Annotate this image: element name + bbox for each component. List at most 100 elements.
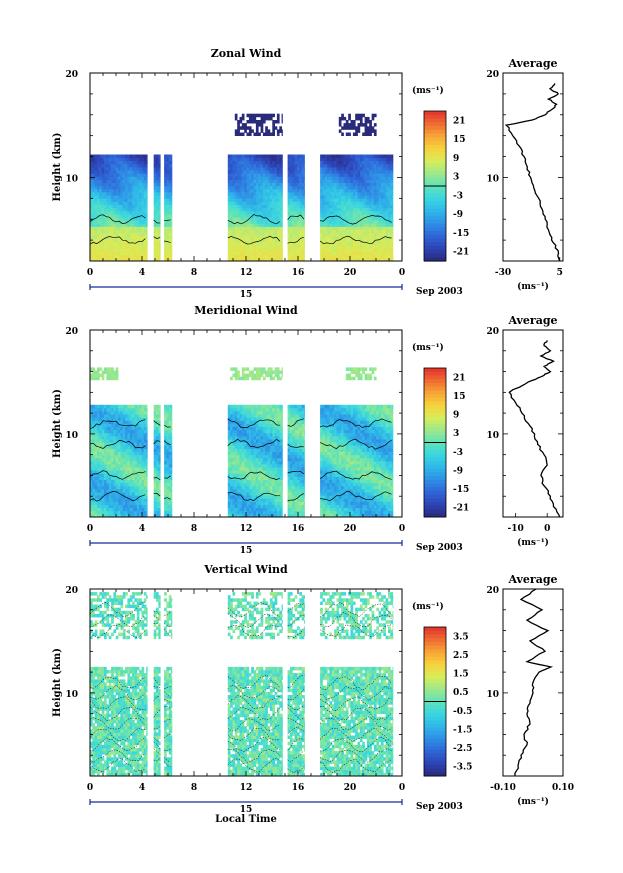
heatmap-cell bbox=[327, 198, 330, 202]
heatmap-cell bbox=[304, 167, 305, 171]
heatmap-cell bbox=[111, 167, 114, 171]
heatmap-cell bbox=[101, 185, 105, 190]
heatmap-cell bbox=[260, 245, 264, 249]
heatmap-cell bbox=[279, 198, 282, 202]
heatmap-cell bbox=[292, 257, 295, 262]
heatmap-cell bbox=[262, 185, 266, 190]
heatmap-cell bbox=[115, 445, 119, 449]
heatmap-cell bbox=[153, 210, 157, 215]
heatmap-cell bbox=[357, 201, 361, 205]
heatmap-cell bbox=[92, 510, 95, 515]
heatmap-cell bbox=[246, 248, 250, 252]
heatmap-cell bbox=[127, 245, 131, 249]
heatmap-cell bbox=[338, 207, 342, 212]
heatmap-cell bbox=[166, 188, 170, 193]
heatmap-cell bbox=[329, 226, 333, 230]
heatmap-cell bbox=[108, 470, 112, 474]
heatmap-cell bbox=[156, 251, 159, 256]
heatmap-cell bbox=[141, 257, 145, 262]
heatmap-cell bbox=[345, 126, 349, 130]
heatmap-cell bbox=[153, 429, 157, 434]
heatmap-cell bbox=[267, 198, 271, 202]
heatmap-cell bbox=[378, 251, 382, 256]
heatmap-cell bbox=[237, 239, 240, 243]
heatmap-cell bbox=[269, 257, 273, 262]
heatmap-cell bbox=[106, 195, 110, 199]
heatmap-cell bbox=[99, 167, 103, 171]
heatmap-cell bbox=[156, 423, 159, 427]
heatmap-cell bbox=[158, 411, 161, 415]
heatmap-cell bbox=[373, 210, 377, 215]
heatmap-cell bbox=[294, 254, 298, 259]
heatmap-cell bbox=[101, 454, 105, 459]
heatmap-cell bbox=[101, 404, 105, 409]
heatmap-cell bbox=[164, 257, 167, 262]
heatmap-cell bbox=[350, 254, 354, 259]
heatmap-cell bbox=[120, 504, 124, 508]
heatmap-cell bbox=[234, 195, 238, 199]
heatmap-cell bbox=[246, 220, 250, 224]
heatmap-cell bbox=[274, 201, 278, 205]
heatmap-cell bbox=[301, 192, 305, 196]
heatmap-cell bbox=[276, 214, 280, 218]
heatmap-cell bbox=[90, 210, 93, 215]
heatmap-cell bbox=[136, 245, 140, 249]
heatmap-cell bbox=[143, 429, 147, 434]
heatmap-cell bbox=[345, 176, 349, 180]
heatmap-cell bbox=[262, 154, 266, 158]
heatmap-cell bbox=[338, 214, 342, 218]
heatmap-cell bbox=[327, 188, 330, 193]
heatmap-cell bbox=[132, 510, 135, 515]
heatmap-cell bbox=[274, 126, 278, 130]
heatmap-cell bbox=[255, 204, 259, 209]
heatmap-cell bbox=[90, 192, 93, 196]
heatmap-cell bbox=[111, 492, 114, 496]
heatmap-cell bbox=[297, 210, 300, 215]
heatmap-cell bbox=[156, 470, 159, 474]
heatmap-cell bbox=[348, 167, 351, 171]
heatmap-cell bbox=[118, 467, 121, 471]
heatmap-cell bbox=[274, 204, 278, 209]
heatmap-cell bbox=[343, 251, 347, 256]
heatmap-cell bbox=[292, 157, 295, 162]
heatmap-cell bbox=[322, 235, 326, 240]
heatmap-cell bbox=[94, 170, 98, 174]
heatmap-cell bbox=[166, 404, 170, 409]
heatmap-cell bbox=[287, 226, 291, 230]
heatmap-cell bbox=[171, 239, 173, 243]
heatmap-cell bbox=[348, 179, 351, 183]
heatmap-cell bbox=[388, 157, 391, 162]
heatmap-cell bbox=[364, 185, 368, 190]
heatmap-cell bbox=[227, 454, 231, 459]
heatmap-cell bbox=[122, 467, 126, 471]
heatmap-cell bbox=[287, 201, 291, 205]
heatmap-cell bbox=[127, 464, 131, 468]
heatmap-cell bbox=[146, 254, 148, 259]
heatmap-cell bbox=[234, 445, 238, 449]
heatmap-cell bbox=[281, 176, 283, 180]
heatmap-cell bbox=[392, 176, 394, 180]
heatmap-cell bbox=[334, 176, 337, 180]
heatmap-cell bbox=[122, 163, 126, 168]
heatmap-cell bbox=[127, 426, 131, 431]
heatmap-cell bbox=[118, 507, 121, 512]
heatmap-cell bbox=[97, 510, 100, 515]
heatmap-cell bbox=[92, 154, 95, 158]
heatmap-cell bbox=[125, 489, 128, 493]
heatmap-cell bbox=[260, 251, 264, 256]
heatmap-cell bbox=[255, 185, 259, 190]
heatmap-cell bbox=[241, 201, 245, 205]
heatmap-cell bbox=[232, 198, 236, 202]
heatmap-cell bbox=[244, 251, 247, 256]
heatmap-cell bbox=[369, 157, 372, 162]
heatmap-cell bbox=[132, 179, 135, 183]
heatmap-cell bbox=[118, 489, 121, 493]
heatmap-cell bbox=[364, 204, 368, 209]
heatmap-cell bbox=[338, 170, 342, 174]
heatmap-cell bbox=[246, 257, 250, 262]
heatmap-cell bbox=[101, 426, 105, 431]
heatmap-cell bbox=[294, 220, 298, 224]
heatmap-cell bbox=[232, 414, 236, 418]
heatmap-cell bbox=[357, 220, 361, 224]
heatmap-cell bbox=[101, 445, 105, 449]
